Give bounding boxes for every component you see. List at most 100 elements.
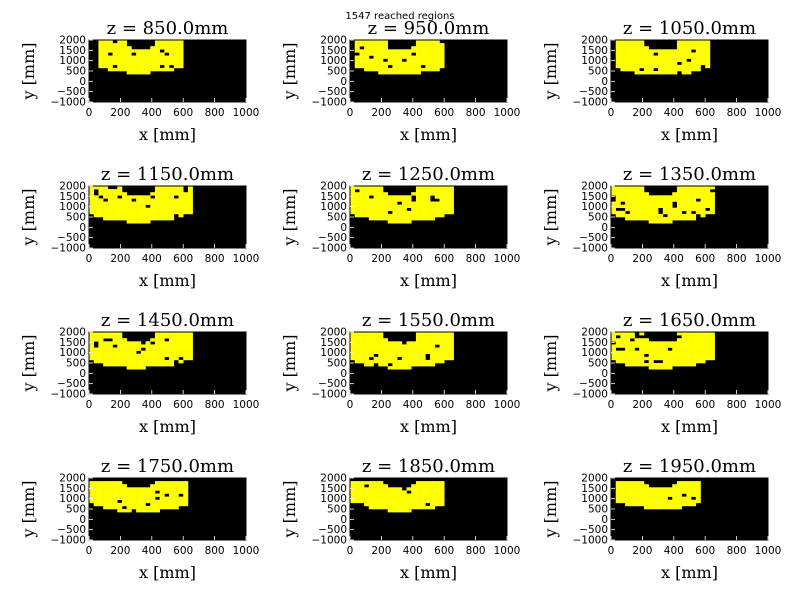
reached-cell [448, 347, 454, 351]
reached-cell [406, 341, 412, 345]
reached-cell [643, 198, 649, 202]
reached-cell [653, 213, 659, 218]
reached-cell [401, 52, 407, 56]
reached-cell [107, 363, 113, 367]
reached-cell [169, 499, 175, 504]
x-tick-label: 400 [664, 107, 684, 119]
reached-cell [392, 487, 398, 491]
reached-cell [364, 332, 370, 336]
reached-cell [121, 493, 127, 497]
reached-cell [89, 332, 95, 336]
reached-cell [145, 207, 151, 212]
reached-cell [672, 359, 678, 364]
reached-cell [173, 201, 179, 205]
reached-cell [107, 344, 113, 348]
reached-cell [378, 481, 384, 485]
reached-cell [700, 43, 706, 47]
reached-cell [107, 58, 113, 62]
reached-cell [681, 481, 687, 485]
reached-cell [103, 493, 109, 497]
reached-cell [359, 198, 365, 202]
reached-cell [620, 61, 626, 66]
reached-cell [154, 207, 160, 212]
reached-cell [364, 490, 370, 494]
reached-cell [430, 341, 436, 345]
subplot-title: z = 1850.0mm [362, 456, 495, 477]
reached-cell [620, 58, 626, 62]
reached-cell [634, 52, 640, 56]
reached-cell [634, 210, 640, 215]
y-tick-label: 1000 [581, 55, 608, 67]
y-tick-label: −500 [579, 378, 608, 390]
reached-cell [164, 186, 170, 190]
reached-cell [691, 195, 697, 199]
reached-cell [448, 350, 454, 354]
reached-cell [378, 186, 384, 190]
reached-cell [611, 207, 617, 212]
reached-cell [662, 67, 668, 72]
reached-cell [439, 490, 445, 494]
reached-cell [620, 356, 626, 361]
reached-cell [643, 49, 649, 53]
reached-cell [121, 490, 127, 494]
reached-cell [378, 55, 384, 59]
reached-cell [620, 55, 626, 59]
reached-cell [131, 499, 137, 504]
reached-cell [98, 58, 104, 62]
reached-cell [411, 341, 417, 345]
reached-cell [658, 502, 664, 507]
reached-cell [364, 213, 370, 218]
reached-cell [150, 201, 156, 205]
x-tick-label: 800 [466, 253, 486, 265]
reached-cell [406, 509, 412, 513]
reached-cell [700, 335, 706, 339]
reached-cell [695, 67, 701, 72]
reached-cell [107, 204, 113, 208]
reached-cell [681, 490, 687, 494]
reached-cell [662, 347, 668, 351]
reached-cell [415, 207, 421, 212]
x-tick-label: 1000 [755, 545, 782, 557]
reached-cell [625, 496, 631, 500]
reached-cell [629, 201, 635, 205]
reached-cell [178, 332, 184, 336]
reached-cell [159, 335, 165, 339]
reached-cell [136, 356, 142, 361]
reached-cell [401, 210, 407, 215]
x-tick-label: 600 [695, 253, 715, 265]
reached-cell [126, 493, 132, 497]
reached-cell [150, 505, 156, 510]
reached-cell [103, 502, 109, 507]
reached-cell [154, 195, 160, 199]
reached-cell [378, 198, 384, 202]
reached-cell [183, 490, 189, 494]
reached-cell [145, 490, 151, 494]
reached-cell [425, 55, 431, 59]
reached-cell [187, 335, 193, 339]
reached-cell [112, 46, 118, 50]
reached-cell [658, 363, 664, 367]
reached-cell [136, 71, 142, 75]
reached-cell [145, 509, 151, 513]
reached-cell [686, 493, 692, 497]
reached-cell [401, 67, 407, 72]
reached-cell [373, 49, 379, 53]
reached-cell [634, 359, 640, 364]
reached-cell [98, 210, 104, 215]
reached-cell [364, 210, 370, 215]
reached-cell [126, 490, 132, 494]
reached-cell [145, 195, 151, 199]
reached-cell [368, 49, 374, 53]
reached-cell [629, 67, 635, 72]
reached-cell [705, 61, 711, 66]
reached-cell [107, 496, 113, 500]
reached-cell [150, 61, 156, 66]
reached-cell [634, 195, 640, 199]
reached-cell [676, 210, 682, 215]
reached-cell [378, 43, 384, 47]
reached-cell [103, 43, 109, 47]
reached-cell [89, 490, 95, 494]
reached-cell [359, 52, 365, 56]
reached-cell [639, 338, 645, 342]
